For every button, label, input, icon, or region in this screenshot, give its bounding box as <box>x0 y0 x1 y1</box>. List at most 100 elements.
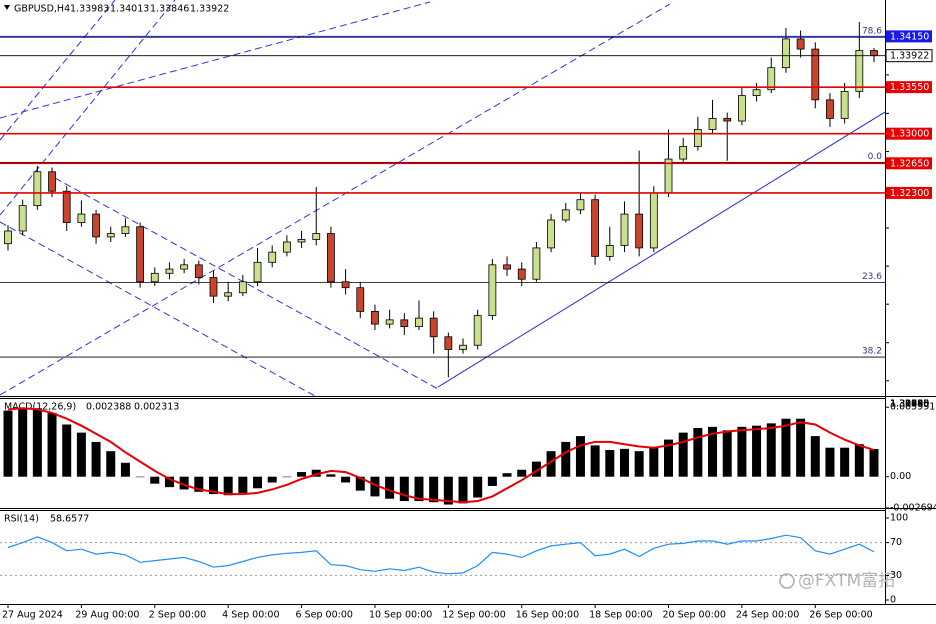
candle-body <box>503 264 511 270</box>
y-tick-label: 1.32340 <box>890 399 929 410</box>
macd-bar <box>854 444 864 477</box>
candle-body <box>77 213 86 223</box>
candle-body <box>92 213 100 238</box>
candle-body <box>238 281 247 294</box>
candle-body <box>635 213 644 249</box>
macd-bar <box>355 476 365 491</box>
candle-body <box>180 264 189 270</box>
macd-bar <box>575 436 585 477</box>
macd-bar <box>693 427 703 477</box>
pane-frames <box>0 0 936 605</box>
macd-bar <box>546 451 556 477</box>
macd-bar <box>18 409 28 477</box>
y-tick-label: 1.30985 <box>890 399 929 410</box>
symbol-icon <box>4 5 10 10</box>
macd-bar <box>605 450 615 477</box>
trend-line <box>54 177 441 391</box>
candle-body <box>194 264 203 278</box>
candle-body <box>356 287 365 312</box>
x-tick-label: 10 Sep 00:00 <box>369 610 432 621</box>
level-label: 1.34150 <box>890 31 929 42</box>
y-tick-label: 30 <box>890 570 902 581</box>
candle-body <box>855 50 864 92</box>
y-tick-label: 1.31885 <box>890 399 929 410</box>
candle-body <box>341 281 350 289</box>
macd-bar <box>370 476 380 497</box>
macd-bar <box>164 476 174 488</box>
candle-body <box>605 244 614 257</box>
candle-body <box>4 230 12 245</box>
y-tick-label: 1.31435 <box>890 399 929 410</box>
candle-body <box>664 158 673 194</box>
candle-body <box>150 272 159 283</box>
level-label: 1.33000 <box>890 129 929 140</box>
candle-body <box>517 268 526 280</box>
trend-line <box>0 3 671 396</box>
macd-bar <box>619 448 629 477</box>
rsi-line <box>7 534 875 575</box>
candle-body <box>327 233 335 283</box>
macd-bar <box>487 476 497 486</box>
rsi-value: 58.6577 <box>50 514 89 525</box>
macd-bar <box>385 476 395 499</box>
macd-bar <box>223 476 233 496</box>
macd-bar <box>414 476 424 502</box>
candle-body <box>708 118 717 130</box>
macd-bar <box>179 476 189 490</box>
macd-bar <box>3 410 13 477</box>
macd-bar <box>796 418 806 477</box>
macd-bar <box>708 426 718 477</box>
macd-bar <box>76 432 86 477</box>
rsi-title: RSI(14) <box>4 514 39 525</box>
macd-bar <box>150 476 160 484</box>
macd-bar <box>825 447 835 477</box>
macd-hist-value: 0.002388 <box>86 402 131 413</box>
candle-body <box>693 129 702 147</box>
macd-bar <box>135 476 145 478</box>
candle-body <box>737 95 746 122</box>
candle-body <box>121 226 130 234</box>
macd-bar <box>766 423 776 477</box>
candle-body <box>165 268 174 274</box>
candle-body <box>620 213 629 246</box>
macd-title: MACD(12,26,9) <box>4 402 76 413</box>
candle-body <box>782 38 790 69</box>
price-plot <box>0 22 885 378</box>
x-tick-label: 6 Sep 00:00 <box>296 610 353 621</box>
macd-bar <box>32 408 42 477</box>
candle-body <box>253 261 262 283</box>
current-price-box <box>885 49 933 63</box>
macd-bar <box>297 472 307 477</box>
y-tick-label: 1.33695 <box>890 399 929 410</box>
candle-body <box>752 89 761 97</box>
macd-bar <box>326 474 336 477</box>
fib-label: 78.6 <box>862 27 882 37</box>
macd-bar <box>267 476 277 483</box>
macd-bar <box>253 476 263 489</box>
macd-bar <box>91 441 101 477</box>
macd-bar <box>561 441 571 477</box>
macd-bar <box>517 469 527 477</box>
macd-bar <box>473 476 483 498</box>
trend-line <box>0 221 316 396</box>
y-tick-label: 1.30080 <box>890 399 929 410</box>
candle-body <box>209 277 218 297</box>
candle-body <box>767 67 776 91</box>
macd-bar <box>341 476 351 483</box>
macd-bar <box>531 461 541 477</box>
level-label-box <box>886 81 932 94</box>
candle-body <box>444 336 453 350</box>
symbol-title: GBPUSD,H4 <box>14 4 70 15</box>
macd-bar <box>458 476 468 504</box>
watermark-icon <box>779 573 795 589</box>
candle-body <box>312 233 321 240</box>
fib-label: 38.2 <box>862 347 882 357</box>
level-label: 1.33550 <box>890 82 929 93</box>
candle-body <box>591 199 600 257</box>
candle-body <box>576 199 585 211</box>
candle-body <box>224 292 233 297</box>
candle-body <box>796 38 805 50</box>
fib-label: 23.6 <box>862 272 882 282</box>
macd-bar <box>781 418 791 477</box>
